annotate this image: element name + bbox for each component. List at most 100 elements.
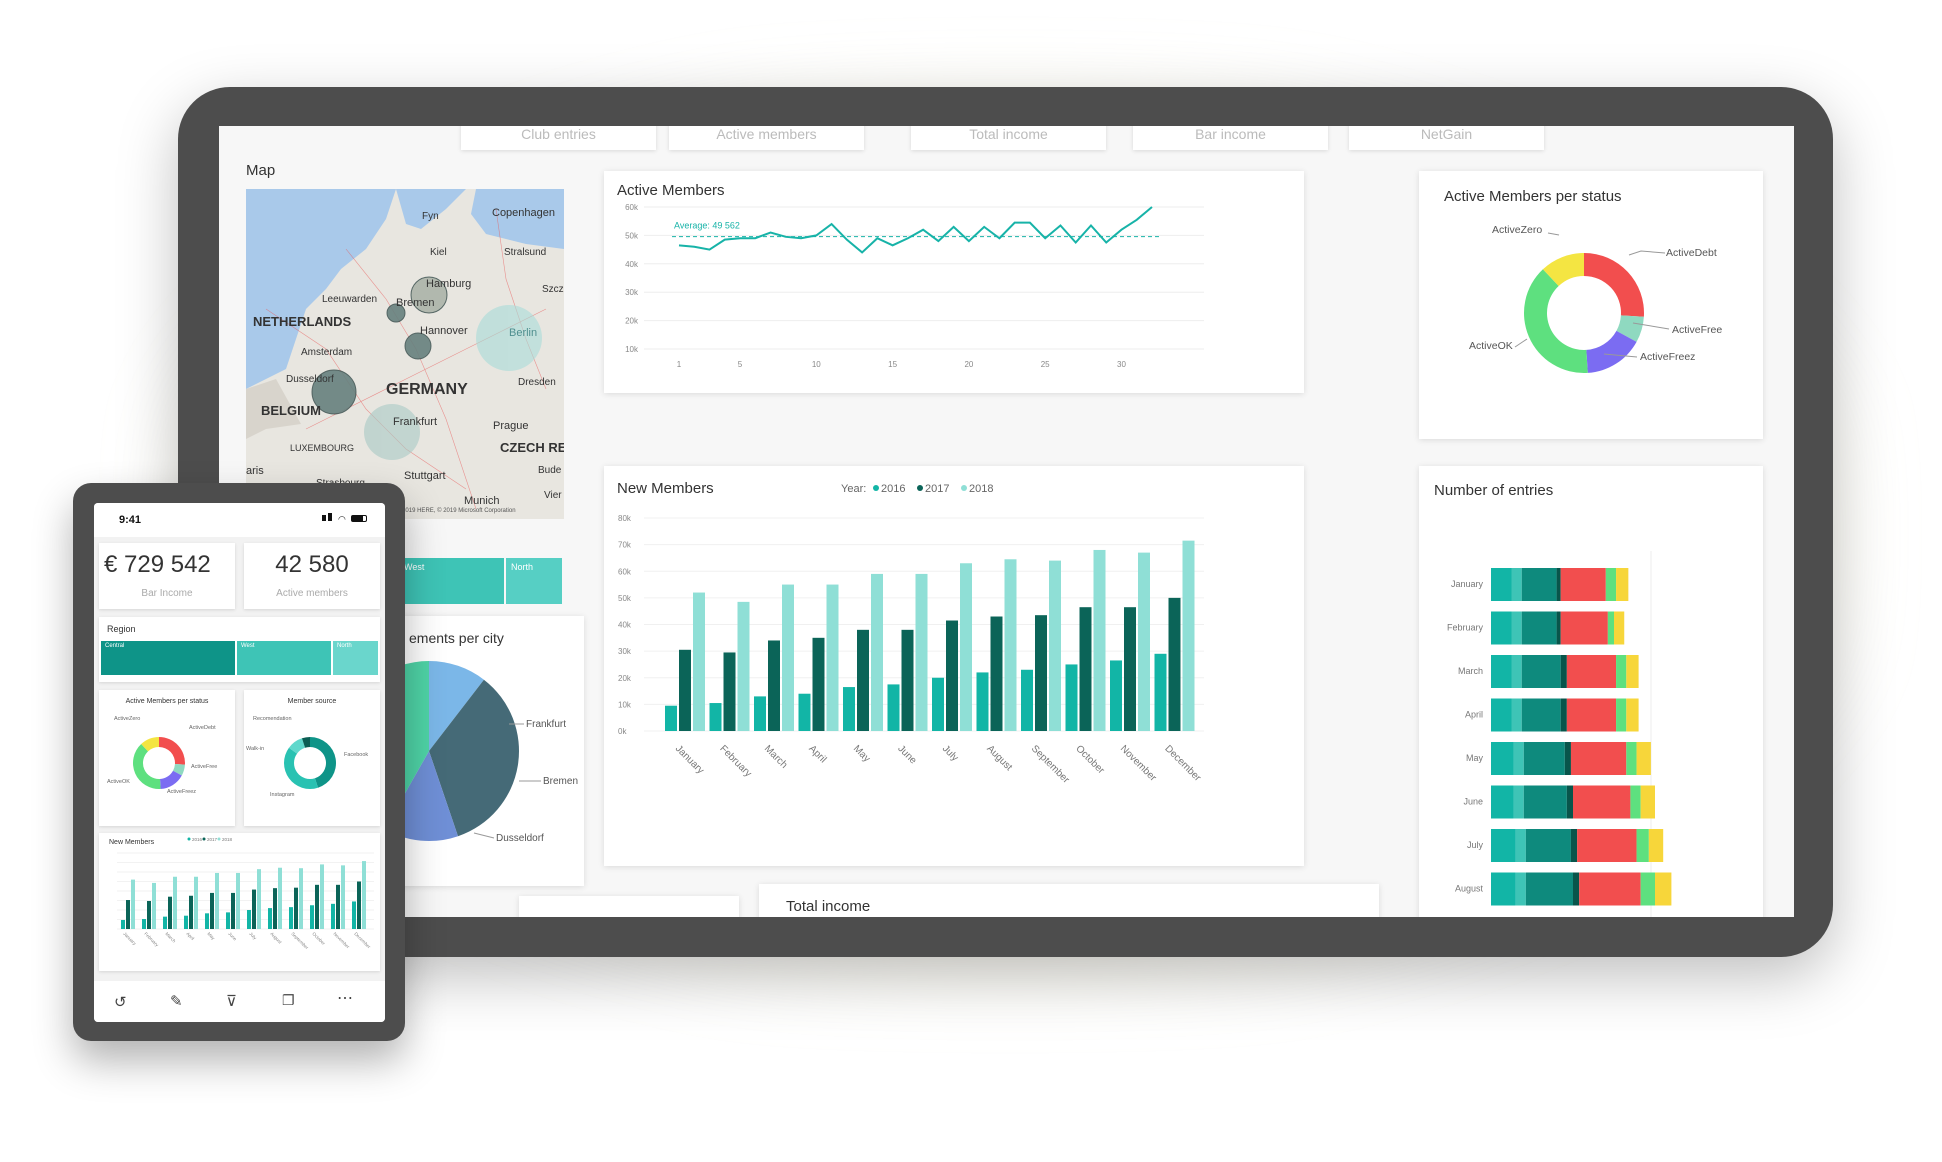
pie-label: Dusseldorf xyxy=(496,833,544,844)
phone-bar xyxy=(226,912,230,929)
place-label: LUXEMBOURG xyxy=(290,443,354,453)
entries-segment xyxy=(1616,568,1629,601)
y-tick-label: 10k xyxy=(625,345,639,354)
signal-icon xyxy=(328,513,332,521)
phone-screen: 9:41 ◠ € 729 542 Bar Income 42 580 Activ… xyxy=(94,503,385,1022)
tab-label: Active members xyxy=(716,126,817,142)
phone-donut-label: ActiveZero xyxy=(114,716,140,722)
phone-donut-title: Active Members per status xyxy=(125,698,209,705)
place-label: GERMANY xyxy=(386,381,468,398)
bar-2018 xyxy=(782,584,794,731)
region-label: North xyxy=(511,562,534,572)
place-label: Dresden xyxy=(518,377,556,388)
y-tick-label: February xyxy=(1447,623,1484,633)
bar-2018 xyxy=(871,573,883,731)
entries-segment xyxy=(1521,655,1561,688)
bar-2016 xyxy=(1110,660,1122,731)
city-pie-slice xyxy=(399,661,429,804)
more-icon[interactable]: ⋯ xyxy=(337,990,353,1007)
phone-new-members-chart[interactable]: 2016 2017 2018 January February March April May… xyxy=(99,833,380,971)
phone-status-slice-slice xyxy=(141,737,159,752)
phone-newmem-title: New Members xyxy=(109,839,155,846)
y-tick-label: April xyxy=(1465,710,1483,720)
kpi-bar-income[interactable]: € 729 542 Bar Income xyxy=(99,543,235,609)
legend-marker xyxy=(917,485,923,491)
x-tick-label: August xyxy=(269,931,283,945)
legend-label: 2016 xyxy=(881,483,905,495)
active-members-title: Active Members xyxy=(617,182,725,199)
entries-segment xyxy=(1511,568,1522,601)
kpi-active-members[interactable]: 42 580 Active members xyxy=(244,543,380,609)
x-tick-label: February xyxy=(143,931,160,948)
new-members-chart[interactable]: 0k 10k 20k 30k 40k 50k 60k 70k 80k January Februar… xyxy=(604,466,1304,866)
phone-status-donut[interactable]: ActiveZero ActiveDebt ActiveFree ActiveFree… xyxy=(99,690,235,826)
x-tick-label: August xyxy=(984,743,1014,773)
undo-icon[interactable]: ↺ xyxy=(114,994,127,1011)
phone-bar xyxy=(247,910,251,929)
legend-title: Year: xyxy=(841,483,866,495)
tab-label: NetGain xyxy=(1420,126,1473,142)
phone-bar xyxy=(236,872,240,929)
bar-2016 xyxy=(843,687,855,731)
leader-line xyxy=(1603,353,1638,358)
phone-status-donut-card: Active Members per status ActiveZero Acti… xyxy=(99,690,235,826)
entries-segment xyxy=(1636,742,1651,775)
x-tick-label: 25 xyxy=(1041,360,1050,369)
region-bar-north[interactable]: North xyxy=(506,558,562,604)
x-tick-label: July xyxy=(940,743,960,763)
region-bar-north[interactable]: North xyxy=(333,641,378,675)
phone-bar xyxy=(352,901,356,929)
x-tick-label: April xyxy=(185,931,195,941)
edit-icon[interactable]: ✎ xyxy=(170,993,183,1010)
entries-segment xyxy=(1626,655,1639,688)
pages-icon[interactable]: ❐ xyxy=(282,992,295,1008)
entries-segment xyxy=(1605,568,1617,601)
phone-bar xyxy=(184,915,188,929)
phone-bar xyxy=(173,876,177,929)
entries-segment xyxy=(1560,698,1567,732)
tab-club-entries[interactable]: Club entries xyxy=(461,126,656,150)
tab-bar-income[interactable]: Bar income xyxy=(1133,126,1328,150)
leader-line xyxy=(1547,232,1560,236)
y-tick-label: 50k xyxy=(625,231,639,240)
x-tick-label: 15 xyxy=(888,360,897,369)
entries-chart[interactable]: January February March April May June July Augu… xyxy=(1419,466,1763,917)
phone-source-donut[interactable]: Recomendation Walk-in Facebook Instagram xyxy=(244,690,380,826)
status-donut-chart[interactable]: ActiveZero ActiveDebt ActiveFree ActiveFree… xyxy=(1419,171,1763,439)
phone-bar xyxy=(310,905,314,929)
region-bar-central[interactable]: Central xyxy=(101,641,235,675)
place-label: Bude xyxy=(538,465,562,476)
bar-2016 xyxy=(976,672,989,731)
tab-total-income[interactable]: Total income xyxy=(911,126,1106,150)
phone-new-members-card: New Members 2016 2017 2018 January February M… xyxy=(99,833,380,971)
phone-bar xyxy=(252,889,256,929)
tab-netgain[interactable]: NetGain xyxy=(1349,126,1544,150)
entries-segment xyxy=(1511,611,1522,645)
tab-active-members[interactable]: Active members xyxy=(669,126,864,150)
entries-segment xyxy=(1521,568,1557,601)
entries-segment xyxy=(1521,611,1557,645)
phone-bar xyxy=(189,895,193,929)
members-per-city-pie[interactable]: Frankfurt Bremen Dusseldorf xyxy=(399,641,584,891)
city-pie-slice xyxy=(429,679,519,837)
filter-icon[interactable]: ⊽ xyxy=(226,993,237,1010)
pie-label: Bremen xyxy=(543,776,578,787)
region-bar-west[interactable]: West xyxy=(237,641,331,675)
y-tick-label: 70k xyxy=(618,541,632,550)
y-tick-label: 20k xyxy=(625,317,639,326)
bar-2018 xyxy=(960,563,972,731)
bar-2017 xyxy=(1168,597,1181,731)
y-tick-label: 40k xyxy=(625,260,639,269)
region-bar-west[interactable]: West xyxy=(399,558,504,604)
phone-bar xyxy=(121,919,125,929)
phone-source-donut-card: Member source Recomendation Walk-in Facebo… xyxy=(244,690,380,826)
active-members-line xyxy=(678,206,1153,254)
entries-segment xyxy=(1579,872,1641,906)
bottom-card xyxy=(519,896,739,917)
x-tick-label: 20 xyxy=(964,360,973,369)
map-view[interactable]: Fyn Copenhagen Kiel Stralsund Hamburg Sz… xyxy=(246,189,564,519)
wifi-icon: ◠ xyxy=(338,514,346,524)
map-title: Map xyxy=(246,162,276,179)
entries-segment xyxy=(1573,872,1580,906)
